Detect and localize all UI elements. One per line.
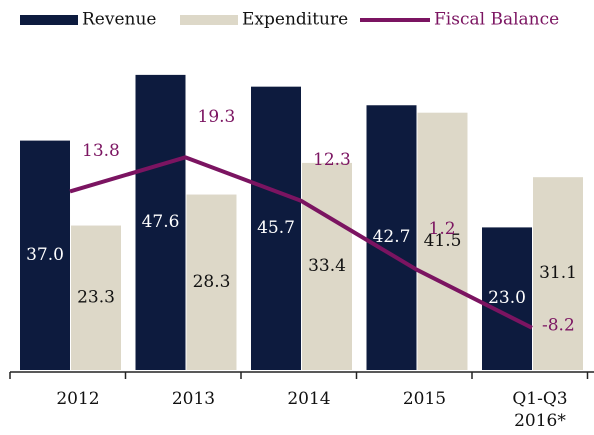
data-label: 19.3 <box>198 107 236 127</box>
x-tick-label: 2015 <box>402 389 447 409</box>
data-label: 23.0 <box>488 288 526 308</box>
legend-swatch <box>180 15 238 25</box>
data-label: 41.5 <box>424 231 462 251</box>
legend-label: Revenue <box>82 10 156 30</box>
bar <box>251 86 301 370</box>
x-tick-label: 2014 <box>287 389 331 409</box>
legend-label: Expenditure <box>242 10 348 30</box>
data-label: 28.3 <box>193 272 231 292</box>
legend-label: Fiscal Balance <box>434 10 559 30</box>
data-label: 47.6 <box>142 212 180 232</box>
data-label: 37.0 <box>26 245 64 265</box>
bar <box>302 162 352 370</box>
line <box>69 155 533 330</box>
bar <box>135 74 186 370</box>
data-label: 1.2 <box>429 219 456 239</box>
bar <box>71 225 121 370</box>
x-tick-label: 2012 <box>56 389 100 409</box>
bar <box>20 140 70 370</box>
legend-swatch <box>20 15 78 25</box>
data-label: -8.2 <box>542 315 575 335</box>
bar <box>186 194 237 370</box>
data-label: 42.7 <box>373 227 411 247</box>
bar <box>533 177 583 370</box>
data-label: 23.3 <box>77 287 115 307</box>
data-label: 31.1 <box>539 263 577 283</box>
x-tick-label: 2013 <box>171 389 216 409</box>
data-label: 45.7 <box>257 218 295 238</box>
data-label: 13.8 <box>82 141 120 161</box>
data-label: 12.3 <box>313 150 351 170</box>
bar <box>417 112 468 370</box>
data-label: 33.4 <box>308 256 346 276</box>
bar <box>482 227 532 370</box>
x-tick-label: Q1-Q3 2016* <box>512 389 568 431</box>
bar <box>366 105 417 370</box>
